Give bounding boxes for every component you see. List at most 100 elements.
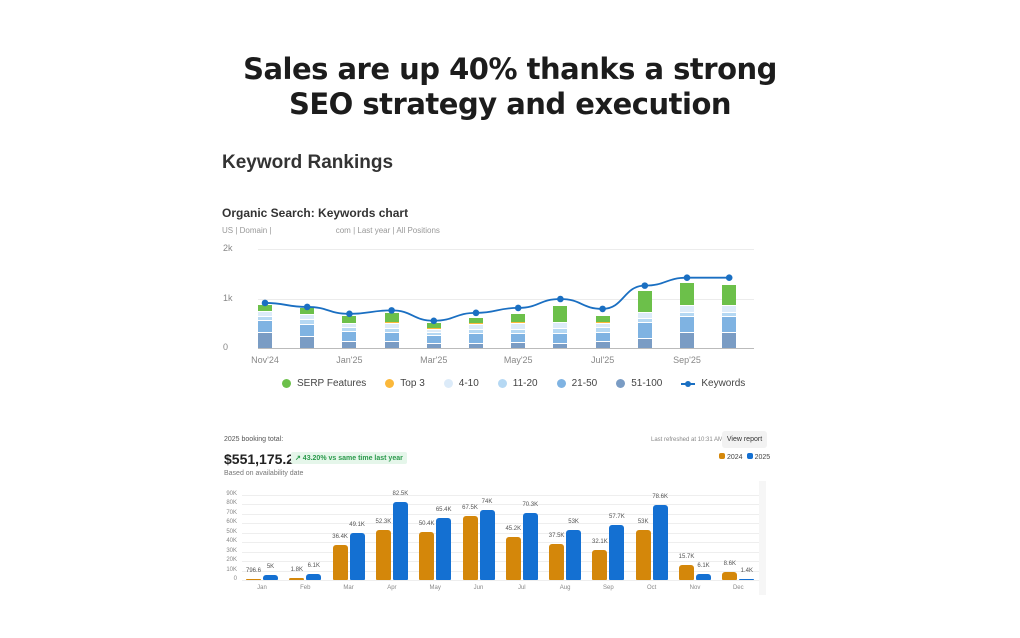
stacked-bar[interactable]	[384, 312, 399, 348]
bar-segment-11-20	[595, 327, 610, 332]
stacked-bar[interactable]	[258, 303, 272, 348]
bar-2024[interactable]	[246, 578, 261, 580]
x-axis-tick: Jul	[517, 585, 526, 591]
y-axis-tick: 1k	[223, 292, 233, 303]
bar-2024[interactable]	[462, 515, 478, 580]
bar-2025[interactable]	[566, 529, 582, 580]
legend-item-2024[interactable]: 2024	[719, 453, 743, 461]
chart-scrollbar[interactable]	[759, 481, 766, 595]
bar-2025[interactable]	[609, 525, 625, 580]
gridline	[242, 504, 760, 505]
legend-label: Keywords	[701, 378, 746, 389]
gridline	[258, 249, 754, 250]
stacked-bar[interactable]	[595, 315, 610, 348]
bar-2024[interactable]	[679, 565, 694, 580]
bar-2024[interactable]	[635, 529, 651, 580]
bar-2025[interactable]	[349, 533, 365, 580]
data-label: 74K	[481, 498, 493, 505]
headline-line-2: SEO strategy and execution	[288, 87, 732, 121]
square-marker-icon	[719, 453, 725, 459]
gridline	[242, 561, 760, 562]
bar-segment-11-20	[511, 328, 526, 334]
bar-segment-serp-features	[511, 312, 526, 323]
keywords-chart-legend: SERP Features Top 3 4-10 11-20 21-50 51-100 Ke…	[282, 378, 745, 389]
bar-2025[interactable]	[522, 513, 538, 580]
legend-label: 11-20	[512, 378, 538, 389]
data-label: 53K	[568, 518, 579, 525]
keywords-point[interactable]	[430, 317, 438, 325]
bar-segment-21-50	[637, 322, 652, 339]
stacked-bar[interactable]	[680, 282, 694, 348]
stacked-bar[interactable]	[553, 305, 568, 348]
data-label: 45.2K	[505, 526, 522, 533]
bar-2024[interactable]	[505, 537, 521, 580]
legend-item-11-20[interactable]: 11-20	[497, 378, 538, 389]
stacked-bar[interactable]	[511, 312, 526, 348]
y-axis-tick: 20K	[226, 557, 237, 563]
keywords-point[interactable]	[683, 274, 691, 282]
bar-2025[interactable]	[652, 505, 668, 580]
keywords-point[interactable]	[725, 274, 733, 282]
bar-segment-11-20	[469, 328, 483, 334]
y-axis-tick: 50K	[226, 528, 237, 535]
x-axis-tick: Nov	[689, 585, 701, 591]
keywords-point[interactable]	[472, 309, 480, 317]
headline-line-1: Sales are up 40% thanks a strong	[243, 52, 777, 86]
keywords-point[interactable]	[346, 310, 353, 318]
bar-segment-serp-features	[553, 305, 568, 322]
data-label: 78.6K	[652, 494, 669, 501]
legend-item-4-10[interactable]: 4-10	[443, 378, 479, 389]
y-axis-tick: 60K	[226, 519, 237, 525]
bar-2024[interactable]	[592, 549, 608, 580]
x-axis-tick: Jun	[473, 585, 484, 591]
bar-segment-21-50	[258, 320, 272, 332]
stacked-bar[interactable]	[469, 316, 483, 348]
data-label: 67.5K	[462, 504, 478, 511]
legend-label: 2024	[727, 454, 743, 461]
gridline	[242, 494, 760, 496]
keywords-point[interactable]	[557, 295, 564, 303]
bar-2025[interactable]	[739, 578, 755, 580]
legend-item-2025[interactable]: 2025	[746, 453, 770, 461]
bar-2024[interactable]	[375, 530, 391, 580]
bookings-chart: 0 10K 20K 30K 40K 50K 60K 70K 80K 90K 796.6 5K Jan 1.…	[220, 486, 765, 596]
bar-segment-serp-features	[680, 282, 694, 305]
bar-2024[interactable]	[419, 532, 435, 580]
bar-segment-21-50	[595, 331, 610, 342]
booking-total-label: 2025 booking total:	[224, 436, 284, 443]
legend-item-serp-features[interactable]: SERP Features	[282, 378, 366, 389]
stacked-bar[interactable]	[637, 290, 652, 348]
bar-2024[interactable]	[722, 571, 738, 580]
keywords-point[interactable]	[599, 305, 606, 313]
bar-2025[interactable]	[306, 574, 322, 580]
view-report-button[interactable]: View report	[722, 431, 767, 448]
bar-segment-21-50	[300, 323, 315, 336]
bar-segment-51-100	[595, 341, 610, 348]
legend-item-keywords[interactable]: Keywords	[681, 378, 745, 389]
legend-item-top-3[interactable]: Top 3	[385, 378, 425, 389]
bar-segment-serp-features	[595, 315, 610, 323]
stacked-bar[interactable]	[722, 283, 737, 348]
keywords-point[interactable]	[303, 303, 311, 311]
y-axis-tick: 30K	[226, 547, 237, 554]
keywords-point[interactable]	[261, 299, 269, 307]
bar-2024[interactable]	[549, 544, 565, 580]
bar-2025[interactable]	[392, 501, 408, 580]
keywords-point[interactable]	[514, 304, 522, 312]
data-label: 1.4K	[740, 567, 753, 574]
bar-2025[interactable]	[436, 517, 452, 580]
bar-segment-4-10	[511, 322, 526, 329]
keywords-point[interactable]	[388, 307, 395, 314]
bar-2025[interactable]	[479, 509, 495, 580]
bar-2024[interactable]	[332, 545, 348, 580]
bar-2025[interactable]	[263, 575, 278, 580]
data-label: 65.4K	[435, 506, 452, 513]
legend-item-51-100[interactable]: 51-100	[616, 378, 662, 389]
stacked-bar[interactable]	[300, 307, 315, 348]
booking-total-value: $551,175.23	[224, 451, 302, 467]
bar-2024[interactable]	[289, 578, 305, 580]
legend-item-21-50[interactable]: 21-50	[556, 378, 597, 389]
keywords-point[interactable]	[641, 282, 649, 289]
gridline	[242, 513, 760, 515]
bar-2025[interactable]	[696, 574, 711, 580]
